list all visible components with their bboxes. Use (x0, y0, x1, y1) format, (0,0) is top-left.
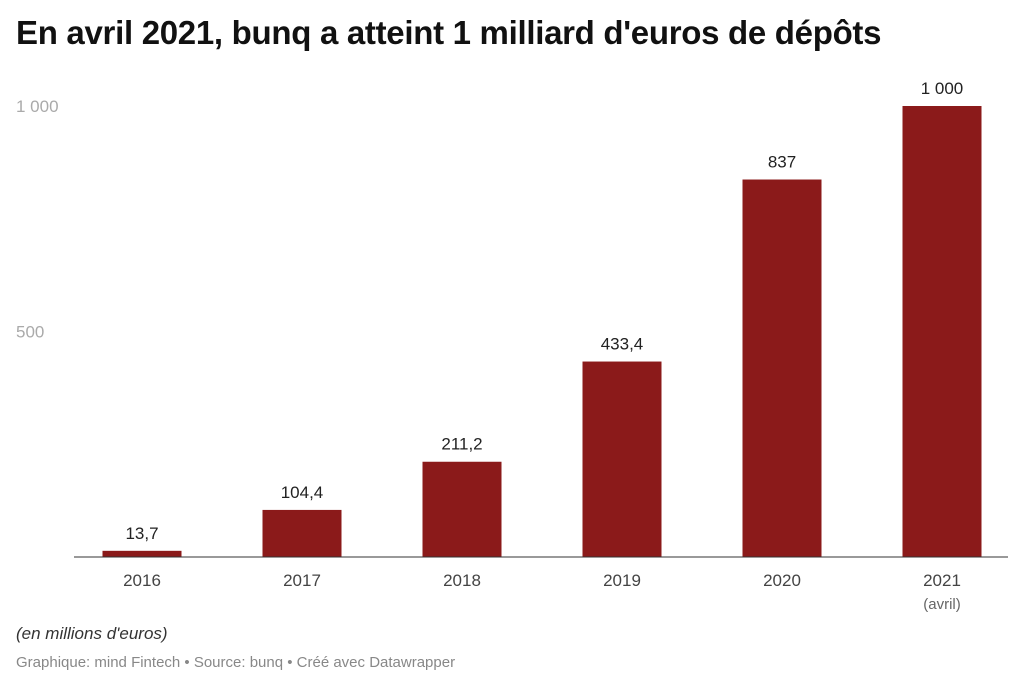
x-tick-label-2016: 2016 (123, 571, 161, 590)
data-label-2016: 13,7 (125, 524, 158, 543)
chart-title: En avril 2021, bunq a atteint 1 milliard… (16, 14, 882, 51)
bar-2019 (582, 361, 662, 557)
y-tick-label: 1 000 (16, 97, 59, 116)
x-tick-sublabel-2021: (avril) (923, 596, 961, 613)
x-tick-label-2018: 2018 (443, 571, 481, 590)
footer-credits: Graphique: mind Fintech • Source: bunq •… (16, 654, 456, 671)
x-tick-label-2020: 2020 (763, 571, 801, 590)
data-label-2021: 1 000 (921, 79, 964, 98)
data-labels-group: 13,7 104,4 211,2 433,4 837 1 000 (125, 79, 963, 543)
bar-2021 (902, 106, 982, 557)
x-tick-label-2021: 2021 (923, 571, 961, 590)
y-axis-ticks: 500 1 000 (16, 97, 59, 342)
bar-2020 (742, 179, 822, 557)
data-label-2018: 211,2 (441, 435, 482, 454)
y-tick-label: 500 (16, 323, 44, 342)
bar-2017 (262, 509, 342, 557)
unit-note: (en millions d'euros) (16, 624, 168, 643)
data-label-2019: 433,4 (601, 335, 644, 354)
x-axis-labels: 2016 2017 2018 2019 2020 2021 (avril) (123, 571, 961, 613)
bar-2016 (102, 550, 182, 557)
x-tick-label-2019: 2019 (603, 571, 641, 590)
bars-group (102, 106, 982, 557)
data-label-2017: 104,4 (281, 483, 324, 502)
data-label-2020: 837 (768, 153, 796, 172)
x-tick-label-2017: 2017 (283, 571, 321, 590)
bar-2018 (422, 461, 502, 557)
bar-chart: 500 1 000 2016 2017 2018 2019 2020 2021 (avril)… (16, 79, 1008, 613)
